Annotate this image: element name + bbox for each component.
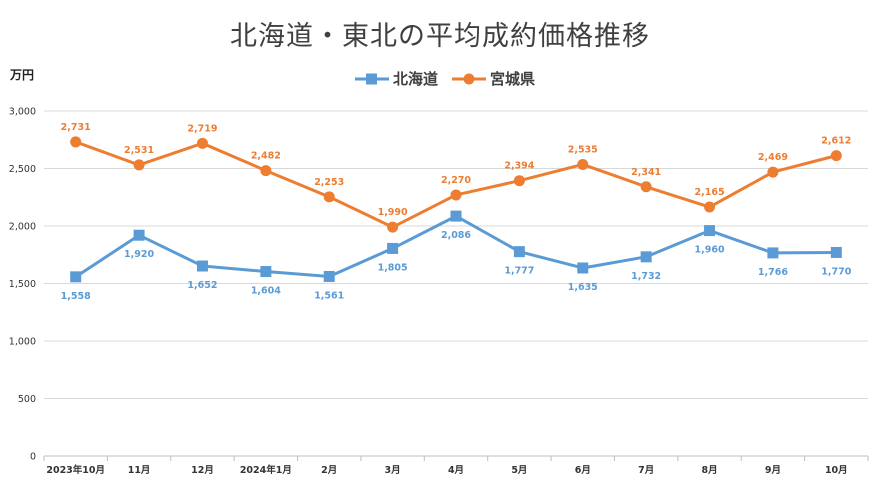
- data-label: 2,165: [695, 187, 725, 198]
- x-tick-label: 12月: [191, 465, 214, 476]
- data-point-square: [196, 260, 208, 272]
- x-tick-label: 8月: [701, 465, 717, 476]
- data-point-square: [830, 246, 842, 258]
- data-label: 2,394: [504, 161, 534, 172]
- data-label: 2,531: [124, 145, 154, 156]
- legend: 北海道 宮城県: [355, 68, 535, 89]
- data-point-circle: [830, 150, 842, 162]
- legend-marker-circle: [452, 73, 487, 84]
- chart-title: 北海道・東北の平均成約価格推移: [230, 21, 650, 52]
- y-tick-label: 0: [30, 452, 36, 463]
- data-label: 2,612: [821, 136, 851, 147]
- x-tick-label: 10月: [825, 465, 848, 476]
- data-label: 2,731: [61, 122, 91, 133]
- data-label: 1,920: [124, 249, 154, 260]
- data-point-circle: [450, 189, 462, 201]
- y-axis-unit-label: 万円: [10, 68, 35, 82]
- x-tick-label: 11月: [128, 465, 151, 476]
- data-label: 1,990: [378, 207, 408, 218]
- x-tick-label: 9月: [765, 465, 781, 476]
- y-tick-label: 2,500: [9, 164, 36, 175]
- data-label: 2,270: [441, 175, 471, 186]
- data-label: 1,558: [61, 291, 91, 302]
- y-tick-label: 1,000: [9, 337, 36, 348]
- data-point-square: [260, 266, 272, 278]
- data-point-circle: [577, 158, 589, 170]
- data-label: 2,253: [314, 177, 344, 188]
- data-point-circle: [323, 191, 335, 203]
- x-tick-label: 7月: [638, 465, 654, 476]
- legend-item-miyagi: 宮城県: [452, 68, 535, 89]
- data-point-square: [450, 210, 462, 222]
- data-point-circle: [767, 166, 779, 178]
- data-label: 2,482: [251, 151, 281, 162]
- data-point-circle: [704, 201, 716, 213]
- x-tick-label: 4月: [448, 465, 464, 476]
- data-label: 1,604: [251, 286, 281, 297]
- data-label: 1,652: [187, 280, 217, 291]
- data-point-square: [70, 271, 82, 283]
- data-point-circle: [387, 221, 399, 233]
- data-label: 1,732: [631, 271, 661, 282]
- data-point-square: [704, 225, 716, 237]
- legend-label-miyagi: 宮城県: [490, 70, 536, 88]
- data-label: 1,766: [758, 267, 788, 278]
- x-tick-label: 2024年1月: [240, 464, 292, 476]
- data-label: 1,635: [568, 282, 598, 293]
- data-label: 2,719: [187, 123, 217, 134]
- data-label: 2,086: [441, 230, 471, 241]
- y-tick-label: 2,000: [9, 222, 36, 233]
- data-point-square: [387, 242, 399, 254]
- data-point-circle: [260, 165, 272, 177]
- x-tick-label: 3月: [385, 465, 401, 476]
- data-label: 2,469: [758, 152, 788, 163]
- data-label: 2,535: [568, 144, 598, 155]
- x-tick-label: 6月: [575, 465, 591, 476]
- legend-item-hokkaido: 北海道: [355, 68, 438, 89]
- data-label: 1,805: [378, 262, 408, 273]
- data-point-square: [577, 262, 589, 274]
- data-point-square: [133, 229, 145, 241]
- legend-label-hokkaido: 北海道: [393, 70, 439, 88]
- data-point-circle: [196, 137, 208, 149]
- x-tick-label: 2月: [321, 465, 337, 476]
- data-point-circle: [70, 136, 82, 148]
- data-point-square: [640, 251, 652, 263]
- data-label: 1,777: [504, 266, 534, 277]
- data-point-square: [323, 270, 335, 282]
- x-tick-label: 5月: [511, 465, 527, 476]
- y-tick-label: 3,000: [9, 107, 36, 118]
- data-point-square: [767, 247, 779, 259]
- data-point-circle: [640, 181, 652, 193]
- data-label: 1,960: [695, 245, 725, 256]
- y-tick-label: 1,500: [9, 279, 36, 290]
- legend-marker-square: [355, 73, 389, 84]
- data-label: 1,770: [821, 266, 851, 277]
- data-point-circle: [513, 175, 525, 187]
- y-tick-label: 500: [18, 394, 36, 405]
- data-label: 1,561: [314, 290, 344, 301]
- data-point-circle: [133, 159, 145, 171]
- data-label: 2,341: [631, 167, 661, 178]
- data-point-square: [513, 246, 525, 258]
- x-tick-label: 2023年10月: [46, 464, 105, 476]
